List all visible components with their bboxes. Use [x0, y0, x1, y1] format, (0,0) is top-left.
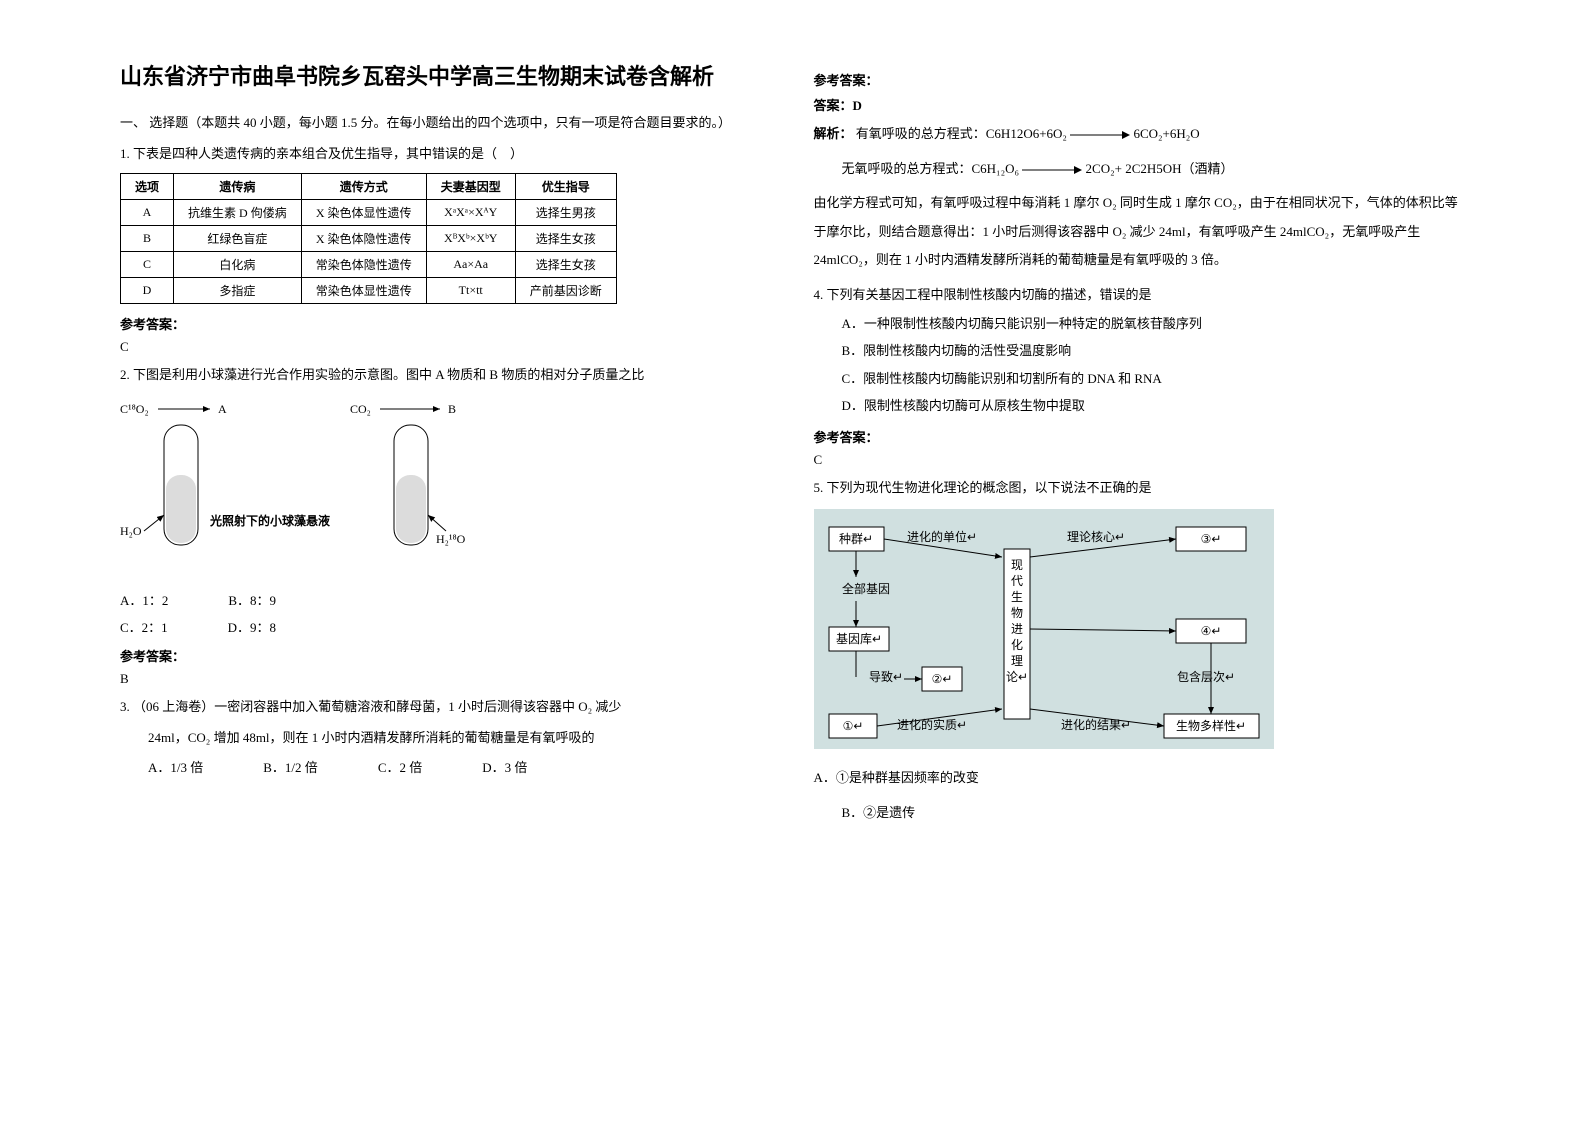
- q1-text: 1. 下表是四种人类遗传病的亲本组合及优生指导，其中错误的是（ ）: [120, 144, 774, 165]
- svg-text:生物多样性↵: 生物多样性↵: [1175, 718, 1245, 733]
- svg-text:①↵: ①↵: [842, 719, 863, 733]
- q2-answer: B: [120, 671, 774, 687]
- svg-text:物: 物: [1010, 606, 1022, 620]
- q3-eq2: 无氧呼吸的总方程式：C6H₁₂O₆ 2CO₂+ 2C2H5OH（酒精）: [842, 155, 1468, 184]
- svg-text:理: 理: [1010, 654, 1022, 668]
- q2-optB: B．8：9: [228, 590, 276, 609]
- svg-text:生: 生: [1010, 590, 1022, 604]
- th: 优生指导: [515, 173, 616, 199]
- right-column: 参考答案： 答案：D 解析： 有氧呼吸的总方程式：C6H12O6+6O₂ 6CO…: [794, 60, 1488, 1062]
- q4-optA: A．一种限制性核酸内切酶只能识别一种特定的脱氧核苷酸序列: [842, 312, 1468, 335]
- svg-text:全部基因: 全部基因: [841, 581, 889, 596]
- q3-text1: 3. （06 上海卷）一密闭容器中加入葡萄糖溶液和酵母菌，1 小时后测得该容器中…: [120, 697, 774, 718]
- answer-label: 参考答案：: [120, 314, 774, 333]
- answer-label: 参考答案：: [814, 427, 1468, 446]
- q2-diagram: C¹⁸O₂ A H₂O 光照射下的小球藻悬液 CO₂ B H₂¹⁸O: [120, 395, 774, 580]
- answer-label: 参考答案：: [120, 646, 774, 665]
- svg-text:理论核心↵: 理论核心↵: [1066, 530, 1124, 544]
- q5-optB: B．②是遗传: [842, 799, 1468, 828]
- q2-optC: C．2：1: [120, 617, 168, 636]
- svg-text:代: 代: [1010, 574, 1022, 588]
- svg-text:包含层次↵: 包含层次↵: [1176, 669, 1234, 684]
- q3-optB: B．1/2 倍: [263, 757, 318, 776]
- q4-answer: C: [814, 452, 1468, 468]
- q4-text: 4. 下列有关基因工程中限制性核酸内切酶的描述，错误的是: [814, 285, 1468, 306]
- th: 遗传病: [174, 173, 302, 199]
- q2-optA: A．1：2: [120, 590, 168, 609]
- page-title: 山东省济宁市曲阜书院乡瓦窑头中学高三生物期末试卷含解析: [120, 60, 774, 93]
- label: C¹⁸O₂: [120, 402, 149, 416]
- svg-text:现: 现: [1010, 558, 1022, 572]
- label: B: [448, 402, 456, 416]
- q5-diagram: 种群↵ 全部基因 基因库↵ ①↵ 进化的单位↵ 导致↵ ②↵ 进化的实质↵ 现代…: [814, 509, 1468, 754]
- svg-text:④↵: ④↵: [1200, 624, 1221, 638]
- q5-optA: A．①是种群基因频率的改变: [814, 764, 1468, 793]
- q3-answer: 答案：D: [814, 95, 1468, 114]
- th: 遗传方式: [301, 173, 426, 199]
- svg-text:论↵: 论↵: [1005, 670, 1027, 684]
- q3-text2: 24ml，CO₂ 增加 48ml，则在 1 小时内酒精发酵所消耗的葡萄糖量是有氧…: [148, 728, 774, 749]
- q3-optC: C．2 倍: [378, 757, 422, 776]
- q2-optD: D．9：8: [228, 617, 276, 636]
- q4-optB: B．限制性核酸内切酶的活性受温度影响: [842, 339, 1468, 362]
- svg-text:基因库↵: 基因库↵: [835, 631, 881, 646]
- svg-text:进: 进: [1010, 622, 1022, 636]
- svg-text:种群↵: 种群↵: [838, 532, 872, 546]
- label: H₂O: [120, 524, 142, 538]
- q4-optD: D．限制性核酸内切酶可从原核生物中提取: [842, 394, 1468, 417]
- svg-text:②↵: ②↵: [931, 672, 952, 686]
- answer-label: 参考答案：: [814, 70, 1468, 89]
- label: CO₂: [350, 402, 371, 416]
- table-row: B红绿色盲症X 染色体隐性遗传XᴮXᵇ×XᵇY选择生女孩: [121, 225, 617, 251]
- svg-text:进化的实质↵: 进化的实质↵: [896, 717, 966, 732]
- section-1-heading: 一、 选择题（本题共 40 小题，每小题 1.5 分。在每小题给出的四个选项中，…: [120, 113, 774, 134]
- diagram-caption: 光照射下的小球藻悬液: [209, 513, 330, 528]
- table-row: 选项 遗传病 遗传方式 夫妻基因型 优生指导: [121, 173, 617, 199]
- svg-text:③↵: ③↵: [1200, 532, 1221, 546]
- table-row: C白化病常染色体隐性遗传Aa×Aa选择生女孩: [121, 251, 617, 277]
- q2-text: 2. 下图是利用小球藻进行光合作用实验的示意图。图中 A 物质和 B 物质的相对…: [120, 365, 774, 386]
- svg-text:导致↵: 导致↵: [868, 670, 902, 684]
- q3-eq1: 解析： 有氧呼吸的总方程式：C6H12O6+6O₂ 6CO₂+6H₂O: [814, 120, 1468, 149]
- label: H₂¹⁸O: [436, 532, 466, 546]
- q3-optD: D．3 倍: [482, 757, 527, 776]
- q3-explain: 由化学方程式可知，有氧呼吸过程中每消耗 1 摩尔 O₂ 同时生成 1 摩尔 CO…: [814, 189, 1468, 275]
- q4-optC: C．限制性核酸内切酶能识别和切割所有的 DNA 和 RNA: [842, 367, 1468, 390]
- svg-text:进化的单位↵: 进化的单位↵: [906, 529, 976, 544]
- th: 选项: [121, 173, 174, 199]
- q1-answer: C: [120, 339, 774, 355]
- table-row: D多指症常染色体显性遗传Tt×tt产前基因诊断: [121, 277, 617, 303]
- svg-text:化: 化: [1010, 638, 1022, 652]
- q1-table: 选项 遗传病 遗传方式 夫妻基因型 优生指导 A抗维生素 D 佝偻病X 染色体显…: [120, 173, 617, 304]
- th: 夫妻基因型: [426, 173, 515, 199]
- q3-optA: A．1/3 倍: [148, 757, 203, 776]
- label: A: [218, 402, 227, 416]
- q5-text: 5. 下列为现代生物进化理论的概念图，以下说法不正确的是: [814, 478, 1468, 499]
- svg-text:进化的结果↵: 进化的结果↵: [1060, 717, 1130, 732]
- table-row: A抗维生素 D 佝偻病X 染色体显性遗传XᵃXᵃ×XᴬY选择生男孩: [121, 199, 617, 225]
- left-column: 山东省济宁市曲阜书院乡瓦窑头中学高三生物期末试卷含解析 一、 选择题（本题共 4…: [100, 60, 794, 1062]
